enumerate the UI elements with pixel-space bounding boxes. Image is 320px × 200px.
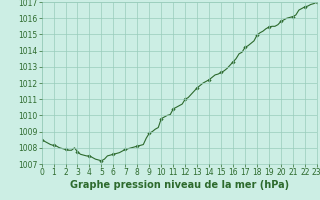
X-axis label: Graphe pression niveau de la mer (hPa): Graphe pression niveau de la mer (hPa) [70,180,289,190]
